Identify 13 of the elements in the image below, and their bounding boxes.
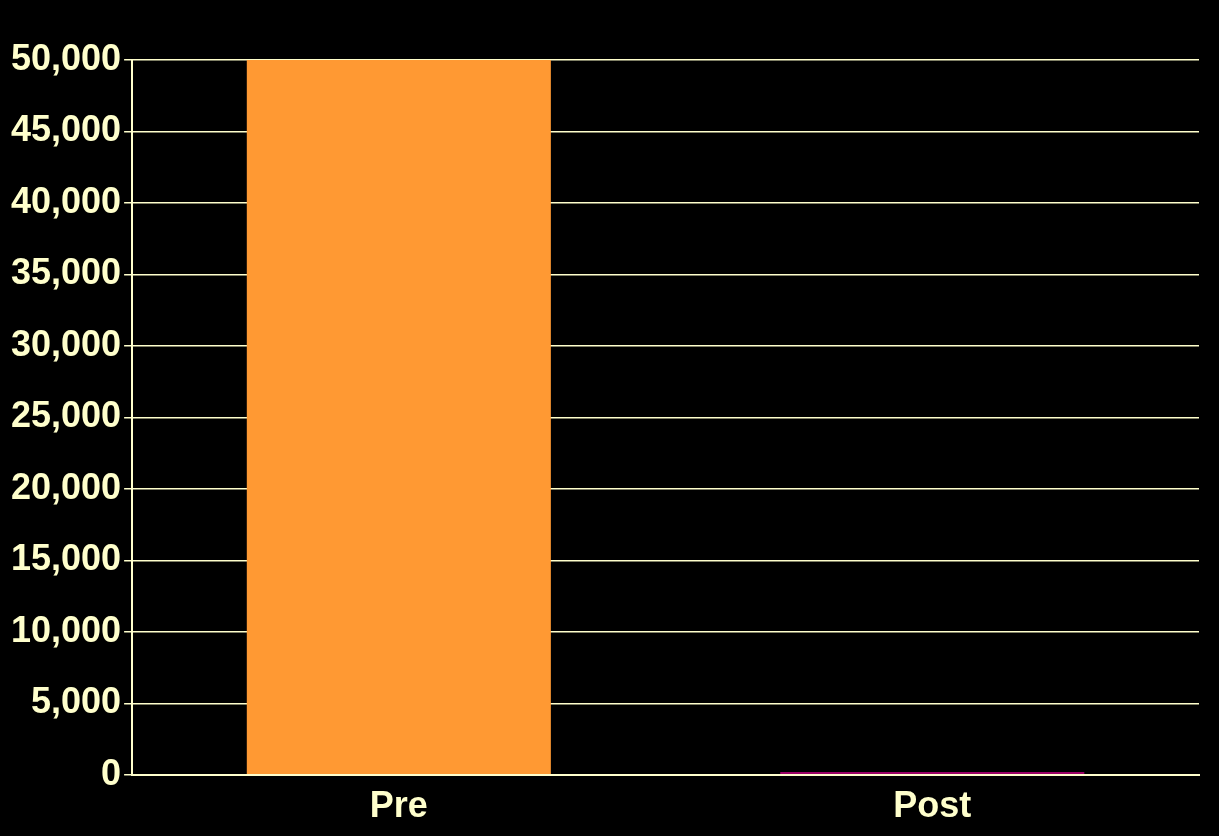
y-tick-label: 20,000: [11, 465, 122, 507]
y-tick-label: 25,000: [11, 394, 122, 436]
y-tick-label: 15,000: [11, 537, 122, 579]
y-tick-label: 50,000: [11, 36, 122, 78]
x-tick-label: Pre: [369, 784, 428, 826]
y-tick-label: 5,000: [31, 680, 122, 722]
y-tick-label: 40,000: [11, 179, 122, 221]
y-tick-label: 35,000: [11, 251, 122, 293]
y-tick-label: 0: [101, 751, 122, 793]
x-tick-label: Post: [893, 784, 972, 826]
y-tick-label: 30,000: [11, 322, 122, 364]
y-tick-label: 45,000: [11, 108, 122, 150]
y-tick-label: 10,000: [11, 608, 122, 650]
